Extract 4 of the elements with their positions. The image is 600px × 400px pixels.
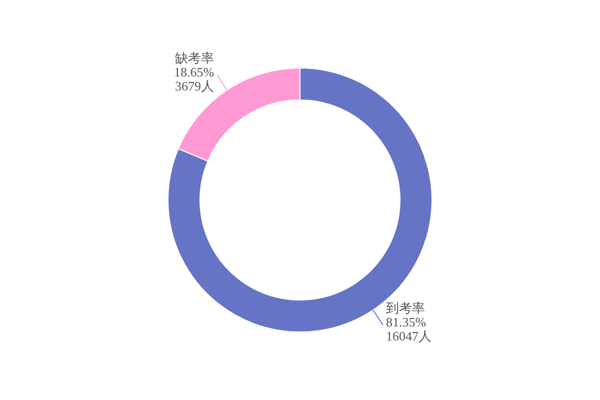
data-label: 81.35% 16047人 — [386, 314, 432, 344]
slice-label: 到考率 — [386, 300, 425, 316]
slice-label: 缺考率 — [175, 50, 214, 66]
data-label: 18.65% 3679人 — [174, 64, 214, 94]
